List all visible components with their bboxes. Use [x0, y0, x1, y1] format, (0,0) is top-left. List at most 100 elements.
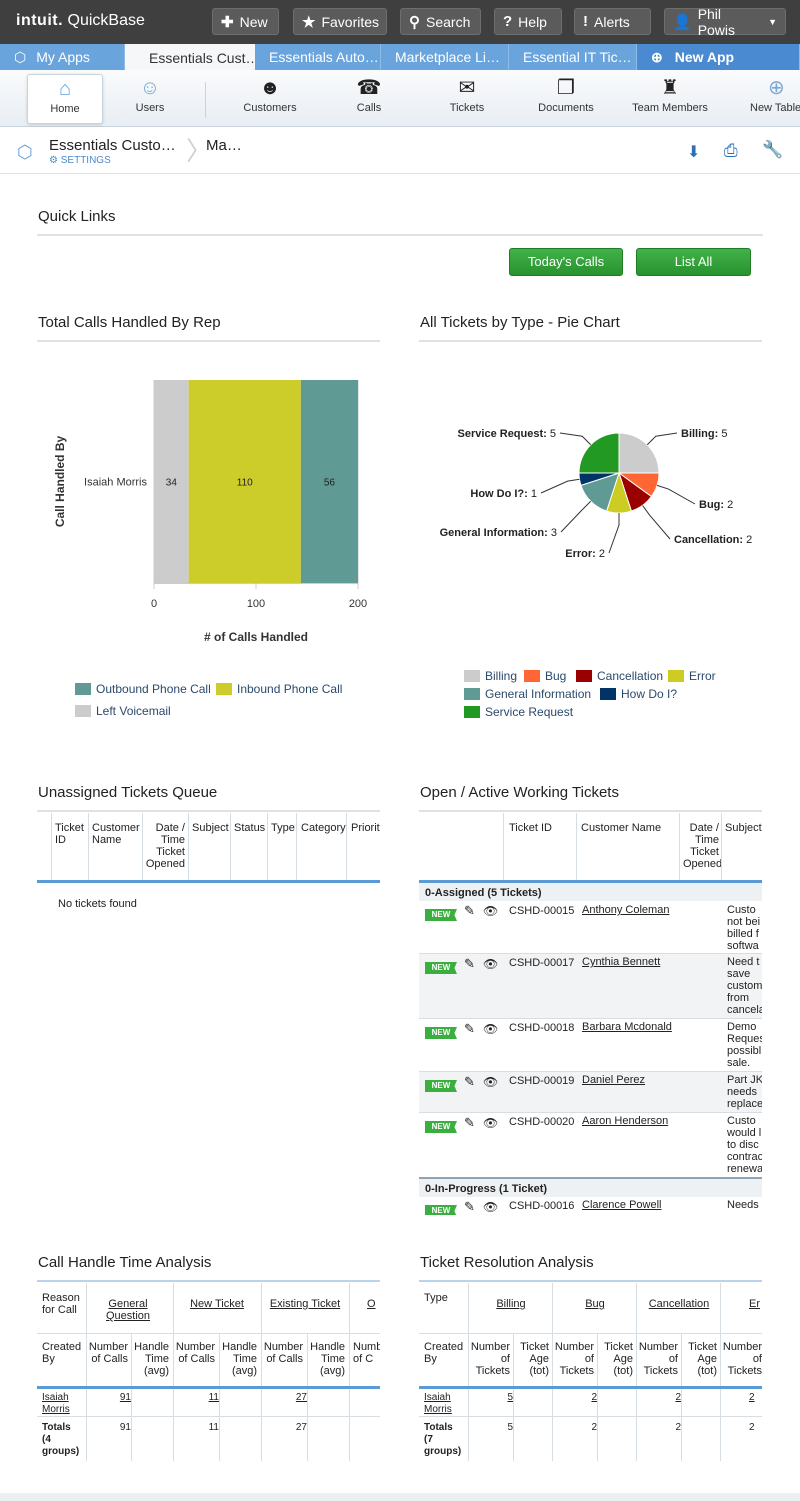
table-row[interactable]: NEW ✎ 👁 CSHD-00017 Cynthia Bennett Need … [419, 954, 762, 1018]
total-value: 27 [295, 1422, 307, 1433]
nav-home[interactable]: ⌂ Home [27, 74, 103, 124]
group-billing[interactable]: Billing [496, 1298, 526, 1310]
col-date-opened[interactable]: Date / Time Ticket Opened [683, 822, 723, 870]
row-creator-link[interactable]: Isaiah Morris [424, 1392, 452, 1415]
customer-link[interactable]: Anthony Coleman [582, 904, 670, 916]
cell-value[interactable]: 2 [675, 1392, 681, 1403]
legend-label: Inbound Phone Call [237, 682, 342, 696]
new-app-tab[interactable]: ⊕ New App [637, 44, 800, 70]
total-value: 2 [749, 1422, 755, 1433]
col-ticket-id[interactable]: Ticket ID [55, 822, 84, 846]
col-type[interactable]: Type [271, 822, 295, 834]
row-creator-link[interactable]: Isaiah Morris [42, 1392, 70, 1415]
print-icon[interactable]: ⎙ [724, 141, 738, 160]
cell-value[interactable]: 27 [295, 1392, 307, 1403]
group-other[interactable]: O [367, 1298, 376, 1310]
cell-value[interactable]: 91 [119, 1392, 131, 1403]
todays-calls-button[interactable]: Today's Calls [509, 248, 623, 276]
data-label: 56 [324, 478, 336, 489]
nav-customers[interactable]: ☻ Customers [232, 74, 308, 124]
alerts-button[interactable]: ! Alerts [574, 8, 651, 35]
settings-link[interactable]: ⚙ SETTINGS [49, 155, 111, 166]
eye-icon[interactable]: 👁 [483, 957, 499, 971]
sub-ticket-age: Ticket Age (tot) [688, 1341, 717, 1377]
customer-link[interactable]: Clarence Powell [582, 1199, 662, 1211]
col-subject[interactable]: Subject [725, 822, 762, 834]
breadcrumb-page-name[interactable]: Ma… [206, 137, 242, 154]
sub-number-tickets: Number of Tickets [470, 1341, 510, 1377]
download-icon[interactable]: ⬇ [687, 144, 701, 161]
nav-calls[interactable]: ☎ Calls [331, 74, 407, 124]
tab-my-apps[interactable]: ⬡ My Apps [0, 44, 125, 70]
customer-link[interactable]: Aaron Henderson [582, 1115, 669, 1127]
legend-label: Billing [485, 669, 517, 683]
cell-value[interactable]: 2 [749, 1392, 755, 1403]
tab-essentials-auto[interactable]: Essentials Auto… [255, 44, 381, 70]
table-row[interactable]: NEW ✎ 👁 CSHD-00015 Anthony Coleman Custo… [419, 901, 762, 953]
col-priority[interactable]: Priorit [351, 822, 380, 834]
nav-documents[interactable]: ❐ Documents [528, 74, 604, 124]
group-error[interactable]: Er [749, 1298, 760, 1310]
breadcrumb-app-name[interactable]: Essentials Custo… [49, 137, 176, 154]
tab-essentials-customer[interactable]: Essentials Cust… [125, 44, 255, 71]
eye-icon[interactable]: 👁 [483, 1075, 499, 1089]
table-row[interactable]: NEW ✎ 👁 CSHD-00018 Barbara Mcdonald Demo… [419, 1019, 762, 1071]
customer-link[interactable]: Cynthia Bennett [582, 956, 661, 968]
tab-marketplace[interactable]: Marketplace Li… [381, 44, 509, 70]
open-tickets-rule [419, 810, 762, 812]
pie-leader-line [646, 432, 678, 446]
help-button[interactable]: ? Help [494, 8, 562, 35]
col-category[interactable]: Category [301, 822, 346, 834]
pencil-icon[interactable]: ✎ [464, 903, 475, 918]
table-row[interactable]: NEW ✎ 👁 CSHD-00019 Daniel Perez Part JK … [419, 1072, 762, 1112]
new-button[interactable]: ✚ New [212, 8, 279, 35]
pencil-icon[interactable]: ✎ [464, 1074, 475, 1089]
cell-value[interactable]: 5 [507, 1392, 513, 1403]
eye-icon[interactable]: 👁 [483, 904, 499, 918]
ticket-id: CSHD-00018 [509, 1022, 575, 1034]
pencil-icon[interactable]: ✎ [464, 956, 475, 971]
col-customer-name[interactable]: Customer Name [581, 822, 662, 834]
eye-icon[interactable]: 👁 [483, 1022, 499, 1036]
pencil-icon[interactable]: ✎ [464, 1021, 475, 1036]
nav-tickets[interactable]: ✉ Tickets [429, 74, 505, 124]
customer-link[interactable]: Daniel Perez [582, 1074, 645, 1086]
col-status[interactable]: Status [234, 822, 266, 834]
user-menu-button[interactable]: 👤 Phil Powis ▼ [664, 6, 786, 38]
search-button[interactable]: ⚲ Search [400, 8, 481, 35]
group-existing-ticket[interactable]: Existing Ticket [269, 1298, 341, 1310]
ticket-id: CSHD-00019 [509, 1075, 575, 1087]
col-ticket-id[interactable]: Ticket ID [509, 822, 552, 834]
favorites-button[interactable]: ★ Favorites [293, 8, 387, 35]
question-icon: ? [503, 13, 513, 30]
list-all-button[interactable]: List All [636, 248, 751, 276]
pencil-icon[interactable]: ✎ [464, 1115, 475, 1130]
nav-team-members[interactable]: ♜ Team Members [632, 74, 708, 124]
eye-icon[interactable]: 👁 [483, 1200, 499, 1214]
cell-value[interactable]: 2 [591, 1392, 597, 1403]
group-cancellation[interactable]: Cancellation [648, 1298, 710, 1310]
col-date-opened[interactable]: Date / Time Ticket Opened [145, 822, 185, 870]
tab-essential-it[interactable]: Essential IT Tic… [509, 44, 637, 70]
legend-swatch [464, 688, 480, 700]
table-row[interactable]: NEW ✎ 👁 CSHD-00016 Clarence Powell Needs [419, 1197, 762, 1215]
top-bar: intuit. QuickBase ✚ New ★ Favorites ⚲ Searc… [0, 0, 800, 44]
group-general-question[interactable]: General Question [105, 1298, 151, 1322]
cell-value[interactable]: 11 [208, 1392, 219, 1403]
table-row[interactable]: NEW ✎ 👁 CSHD-00020 Aaron Henderson Custo… [419, 1113, 762, 1177]
nav-users[interactable]: ☺ Users [112, 74, 188, 124]
col-subject[interactable]: Subject [192, 822, 229, 834]
new-badge: NEW [425, 909, 457, 921]
ticket-subject: Demo Reques possibl sale. [727, 1021, 762, 1069]
wrench-icon[interactable]: 🔧 [762, 140, 784, 159]
eye-icon[interactable]: 👁 [483, 1116, 499, 1130]
col-customer-name[interactable]: Customer Name [92, 822, 140, 846]
quickbase-logo[interactable]: intuit. QuickBase [16, 12, 145, 29]
customer-link[interactable]: Barbara Mcdonald [582, 1021, 672, 1033]
group-new-ticket[interactable]: New Ticket [190, 1298, 244, 1310]
x-tick-label: 200 [349, 598, 367, 610]
group-bug[interactable]: Bug [585, 1298, 605, 1310]
nav-new-table[interactable]: ⊕ New Table [740, 74, 800, 124]
pencil-icon[interactable]: ✎ [464, 1199, 475, 1214]
app-tabs: ⬡ My Apps Essentials Cust… Essentials Aut… [0, 44, 800, 71]
